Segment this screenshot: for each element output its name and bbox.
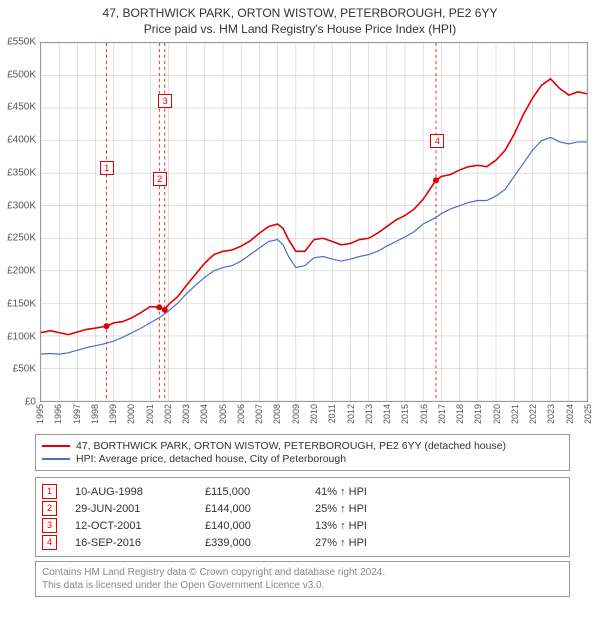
- x-tick-label: 2020: [492, 404, 502, 424]
- sale-marker: 2: [153, 172, 167, 186]
- x-tick-label: 2018: [455, 404, 465, 424]
- x-tick-label: 2012: [346, 404, 356, 424]
- x-tick-label: 2000: [126, 404, 136, 424]
- y-axis: £0£50K£100K£150K£200K£250K£300K£350K£400…: [0, 42, 38, 402]
- x-axis: 1995199619971998199920002001200220032004…: [40, 402, 588, 422]
- x-tick-label: 2019: [473, 404, 483, 424]
- y-tick-label: £500K: [7, 69, 36, 80]
- sale-pct-vs-hpi: 41% ↑ HPI: [315, 486, 563, 498]
- y-tick-label: £100K: [7, 331, 36, 342]
- y-tick-label: £150K: [7, 298, 36, 309]
- x-tick-label: 2007: [254, 404, 264, 424]
- x-tick-label: 2002: [163, 404, 173, 424]
- legend-item: 47, BORTHWICK PARK, ORTON WISTOW, PETERB…: [42, 440, 563, 452]
- sale-pct-vs-hpi: 27% ↑ HPI: [315, 537, 563, 549]
- x-tick-label: 2025: [583, 404, 593, 424]
- footer-attribution: Contains HM Land Registry data © Crown c…: [35, 561, 570, 597]
- x-tick-label: 1996: [53, 404, 63, 424]
- sale-pct-vs-hpi: 25% ↑ HPI: [315, 503, 563, 515]
- x-tick-label: 2011: [327, 404, 337, 423]
- sale-date: 16-SEP-2016: [75, 537, 205, 549]
- sales-table: 1 10-AUG-1998£115,00041% ↑ HPI 2 29-JUN-200…: [35, 477, 570, 557]
- x-tick-label: 1995: [35, 404, 45, 424]
- x-tick-label: 2013: [364, 404, 374, 424]
- x-tick-label: 2004: [199, 404, 209, 424]
- x-tick-label: 2008: [272, 404, 282, 424]
- x-tick-label: 2015: [400, 404, 410, 424]
- x-tick-label: 2010: [309, 404, 319, 424]
- sale-number-badge: 2: [42, 501, 57, 516]
- chart-title: 47, BORTHWICK PARK, ORTON WISTOW, PETERB…: [0, 6, 600, 20]
- x-tick-label: 2016: [419, 404, 429, 424]
- y-tick-label: £50K: [13, 364, 36, 375]
- x-tick-label: 1999: [108, 404, 118, 424]
- x-tick-label: 2022: [528, 404, 538, 424]
- chart-area: £0£50K£100K£150K£200K£250K£300K£350K£400…: [40, 42, 588, 422]
- sale-price: £339,000: [205, 537, 315, 549]
- y-tick-label: £550K: [7, 37, 36, 48]
- legend-label: HPI: Average price, detached house, City…: [76, 453, 346, 465]
- x-tick-label: 2023: [546, 404, 556, 424]
- legend-label: 47, BORTHWICK PARK, ORTON WISTOW, PETERB…: [76, 440, 506, 452]
- sale-marker: 4: [430, 134, 444, 148]
- chart-container: 47, BORTHWICK PARK, ORTON WISTOW, PETERB…: [0, 0, 600, 597]
- x-tick-label: 2005: [218, 404, 228, 424]
- x-tick-label: 2006: [236, 404, 246, 424]
- sale-price: £144,000: [205, 503, 315, 515]
- sale-row: 2 29-JUN-2001£144,00025% ↑ HPI: [42, 501, 563, 516]
- x-tick-label: 2014: [382, 404, 392, 424]
- sale-row: 1 10-AUG-1998£115,00041% ↑ HPI: [42, 484, 563, 499]
- x-tick-label: 2009: [291, 404, 301, 424]
- plot-svg: [41, 43, 587, 401]
- y-tick-label: £400K: [7, 135, 36, 146]
- sale-number-badge: 3: [42, 518, 57, 533]
- x-tick-label: 2017: [437, 404, 447, 424]
- x-tick-label: 2001: [145, 404, 155, 424]
- sale-number-badge: 1: [42, 484, 57, 499]
- x-tick-label: 2003: [181, 404, 191, 424]
- x-tick-label: 2021: [510, 404, 520, 424]
- x-tick-label: 1998: [90, 404, 100, 424]
- sale-pct-vs-hpi: 13% ↑ HPI: [315, 520, 563, 532]
- legend-item: HPI: Average price, detached house, City…: [42, 453, 563, 465]
- sale-date: 12-OCT-2001: [75, 520, 205, 532]
- sale-price: £115,000: [205, 486, 315, 498]
- x-tick-label: 2024: [565, 404, 575, 424]
- y-tick-label: £300K: [7, 200, 36, 211]
- y-tick-label: £250K: [7, 233, 36, 244]
- sale-date: 29-JUN-2001: [75, 503, 205, 515]
- legend-swatch: [42, 458, 70, 460]
- sale-row: 3 12-OCT-2001£140,00013% ↑ HPI: [42, 518, 563, 533]
- y-tick-label: £200K: [7, 266, 36, 277]
- y-tick-label: £450K: [7, 102, 36, 113]
- sale-row: 4 16-SEP-2016£339,00027% ↑ HPI: [42, 535, 563, 550]
- sale-marker: 1: [100, 161, 114, 175]
- sale-marker: 3: [158, 94, 172, 108]
- footer-line: This data is licensed under the Open Gov…: [42, 579, 563, 592]
- y-tick-label: £350K: [7, 167, 36, 178]
- sale-price: £140,000: [205, 520, 315, 532]
- sale-number-badge: 4: [42, 535, 57, 550]
- footer-line: Contains HM Land Registry data © Crown c…: [42, 566, 563, 579]
- legend-swatch: [42, 445, 70, 447]
- plot-area: 1 2 3 4: [40, 42, 588, 402]
- chart-subtitle: Price paid vs. HM Land Registry's House …: [0, 22, 600, 36]
- sale-date: 10-AUG-1998: [75, 486, 205, 498]
- legend: 47, BORTHWICK PARK, ORTON WISTOW, PETERB…: [35, 434, 570, 471]
- x-tick-label: 1997: [72, 404, 82, 424]
